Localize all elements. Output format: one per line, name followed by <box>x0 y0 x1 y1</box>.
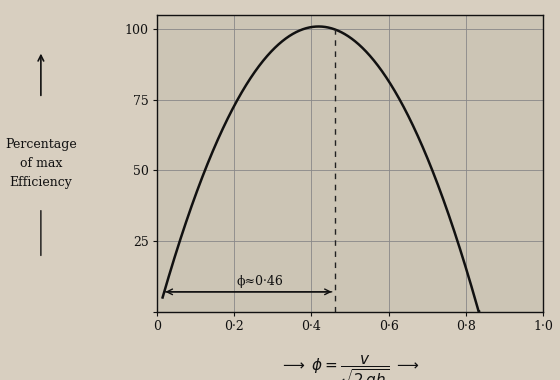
Text: Percentage
of max
Efficiency: Percentage of max Efficiency <box>5 138 77 189</box>
Text: $\longrightarrow\;\phi = \dfrac{v}{\sqrt{2\,gh}}\;\longrightarrow$: $\longrightarrow\;\phi = \dfrac{v}{\sqrt… <box>281 353 419 380</box>
Text: ϕ≈0·46: ϕ≈0·46 <box>237 275 283 288</box>
